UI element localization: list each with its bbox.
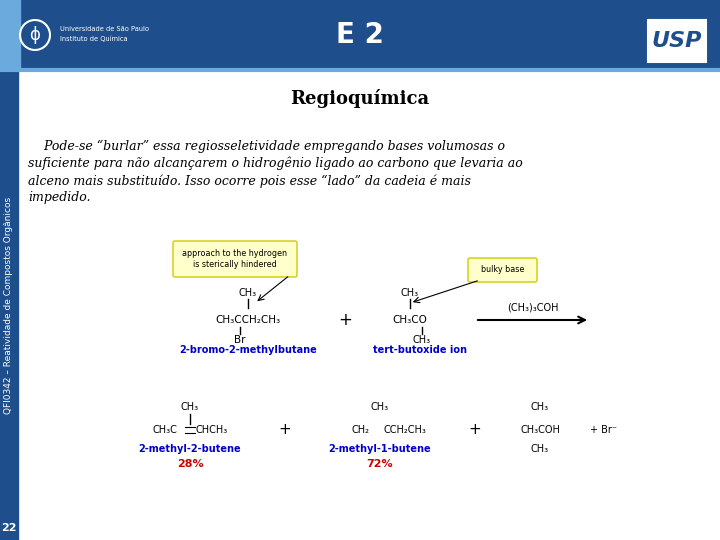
Bar [0, 70, 18, 540]
Text: CH₃: CH₃ [413, 335, 431, 345]
Text: CH₃: CH₃ [371, 402, 389, 412]
Text: Regioquímica: Regioquímica [290, 89, 430, 107]
Text: +: + [469, 422, 482, 437]
Text: CH₃: CH₃ [531, 444, 549, 454]
Text: 2-methyl-1-butene: 2-methyl-1-butene [329, 444, 431, 454]
Text: CCH₂CH₃: CCH₂CH₃ [384, 425, 426, 435]
Text: QFI0342 – Reatividade de Compostos Orgânicos: QFI0342 – Reatividade de Compostos Orgân… [4, 197, 14, 414]
FancyBboxPatch shape [468, 258, 537, 282]
Text: bulky base: bulky base [481, 266, 524, 274]
Text: +: + [279, 422, 292, 437]
Text: 2-bromo-2-methylbutane: 2-bromo-2-methylbutane [179, 345, 317, 355]
Text: ϕ: ϕ [30, 26, 40, 44]
Text: impedido.: impedido. [28, 191, 91, 204]
Text: CH₃C: CH₃C [153, 425, 177, 435]
FancyBboxPatch shape [173, 241, 297, 277]
Text: Br: Br [234, 335, 246, 345]
Text: 28%: 28% [176, 459, 203, 469]
Text: (CH₃)₃COH: (CH₃)₃COH [507, 302, 558, 312]
Text: CHCH₃: CHCH₃ [196, 425, 228, 435]
Bar [0, 0, 20, 70]
Text: CH₃CCH₂CH₃: CH₃CCH₂CH₃ [215, 315, 281, 325]
Text: Instituto de Química: Instituto de Química [60, 36, 127, 42]
Text: 72%: 72% [366, 459, 393, 469]
Text: alceno mais substituído. Isso ocorre pois esse “lado” da cadeia é mais: alceno mais substituído. Isso ocorre poi… [28, 174, 471, 187]
Bar [648, 20, 706, 62]
Text: CH₃CO: CH₃CO [392, 315, 428, 325]
Text: + Br⁻: + Br⁻ [590, 425, 617, 435]
Text: Pode-se “burlar” essa regiosseletividade empregando bases volumosas o: Pode-se “burlar” essa regiosseletividade… [28, 140, 505, 153]
Text: approach to the hydrogen
is sterically hindered: approach to the hydrogen is sterically h… [182, 249, 287, 269]
Text: CH₂: CH₂ [351, 425, 369, 435]
Text: tert-butoxide ion: tert-butoxide ion [373, 345, 467, 355]
Text: suficiente para não alcançarem o hidrogênio ligado ao carbono que levaria ao: suficiente para não alcançarem o hidrogê… [28, 157, 523, 171]
Text: 2-methyl-2-butene: 2-methyl-2-butene [139, 444, 241, 454]
Text: CH₃: CH₃ [401, 288, 419, 298]
Text: CH₃COH: CH₃COH [520, 425, 560, 435]
Text: E 2: E 2 [336, 21, 384, 49]
Bar [0, 0, 720, 70]
Text: Universidade de São Paulo: Universidade de São Paulo [60, 26, 149, 32]
Text: CH₃: CH₃ [181, 402, 199, 412]
Text: USP: USP [652, 31, 702, 51]
Text: 22: 22 [1, 523, 17, 533]
Text: +: + [338, 311, 352, 329]
Text: CH₃: CH₃ [239, 288, 257, 298]
Text: CH₃: CH₃ [531, 402, 549, 412]
